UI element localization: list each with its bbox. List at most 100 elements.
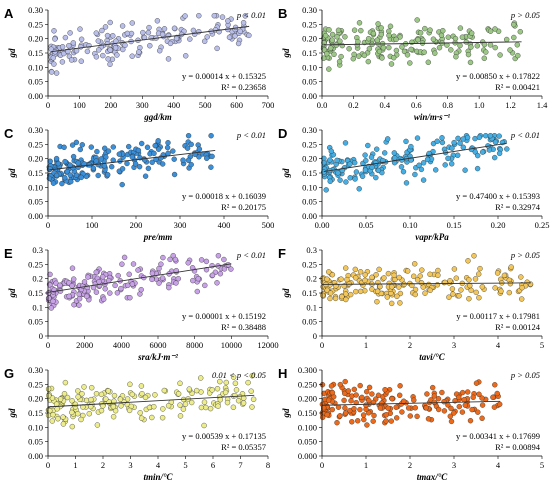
data-point: [198, 375, 204, 381]
data-point: [158, 261, 164, 267]
data-point: [326, 27, 332, 33]
y-tick-label: 0.10: [302, 182, 317, 192]
data-point: [180, 406, 187, 412]
data-point: [221, 256, 227, 263]
data-point: [378, 25, 384, 31]
data-point: [463, 39, 469, 45]
data-point: [132, 161, 139, 167]
x-tick-label: 2: [408, 460, 412, 470]
x-tick-label: 1: [364, 460, 368, 470]
data-point: [78, 174, 84, 181]
data-point: [335, 404, 342, 410]
data-point: [476, 295, 482, 301]
data-point: [57, 282, 63, 288]
data-point: [343, 296, 349, 303]
data-point: [230, 404, 237, 410]
data-point: [226, 34, 233, 40]
data-point: [50, 298, 56, 304]
data-point: [332, 295, 339, 302]
data-point: [435, 396, 442, 402]
data-point: [359, 173, 366, 179]
data-point: [507, 281, 514, 287]
y-tick-label: 0.25: [28, 379, 43, 389]
data-point: [514, 42, 520, 48]
data-point: [498, 288, 504, 294]
data-point: [476, 134, 483, 140]
data-point: [232, 380, 239, 386]
data-point: [407, 413, 413, 419]
data-point: [472, 276, 479, 282]
data-point: [93, 289, 100, 295]
data-point: [146, 24, 152, 31]
r-squared-label: R² = 0.38488: [221, 322, 266, 332]
data-point: [62, 158, 68, 165]
data-point: [391, 150, 397, 156]
data-point: [171, 156, 177, 162]
data-point: [84, 293, 90, 299]
data-point: [86, 411, 92, 417]
data-point: [64, 169, 70, 175]
data-point: [173, 35, 180, 42]
x-tick-label: 8000: [186, 340, 203, 350]
data-point: [139, 140, 145, 147]
y-tick-label: 0.15: [28, 408, 43, 418]
data-point: [60, 421, 67, 427]
data-point: [81, 161, 87, 167]
y-tick-label: 0.100: [298, 422, 317, 432]
data-point: [46, 295, 52, 301]
data-point: [59, 59, 66, 65]
p-value-label: p > 0.05: [510, 370, 540, 380]
data-point: [377, 283, 383, 290]
data-point: [145, 165, 152, 172]
data-point: [360, 412, 367, 418]
data-point: [414, 135, 421, 141]
data-point: [171, 25, 178, 31]
data-point: [320, 292, 326, 299]
data-point: [184, 145, 191, 151]
data-point: [441, 399, 447, 405]
data-point: [335, 27, 342, 33]
data-point: [361, 416, 367, 423]
data-point: [352, 176, 358, 182]
data-point: [366, 397, 372, 404]
data-point: [155, 146, 162, 152]
data-point: [504, 146, 510, 152]
data-point: [119, 261, 125, 267]
x-tick-label: 0.4: [380, 100, 391, 110]
regression-equation: y = 0.47400 x + 0.15393: [456, 191, 540, 201]
data-point: [504, 36, 510, 43]
data-point: [474, 43, 480, 49]
data-point: [101, 296, 107, 302]
data-point: [375, 392, 382, 398]
scatter-points: [48, 13, 252, 76]
data-point: [98, 391, 105, 398]
x-tick-label: 5: [540, 340, 544, 350]
data-point: [93, 30, 99, 36]
data-point: [224, 399, 231, 406]
r-squared-label: R² = 0.00894: [495, 442, 541, 452]
data-point: [171, 171, 178, 178]
data-point: [105, 56, 111, 62]
data-point: [400, 169, 407, 175]
data-point: [403, 138, 409, 145]
data-point: [188, 141, 194, 148]
data-point: [102, 286, 108, 292]
x-tick-label: 400: [167, 100, 180, 110]
data-point: [375, 21, 381, 27]
panel-b: B 0.00 0.05 0.10 0.15 0.20 0.25 0.30 0.0 0.2 0.4 0.…: [278, 5, 548, 122]
data-point: [104, 32, 111, 39]
data-point: [69, 409, 75, 416]
data-point: [414, 413, 420, 420]
data-point: [78, 36, 85, 42]
data-point: [507, 47, 513, 53]
data-point: [126, 271, 132, 277]
data-point: [424, 391, 430, 397]
data-point: [347, 175, 353, 181]
panel-letter: E: [4, 246, 13, 261]
data-point: [348, 291, 354, 298]
data-point: [350, 56, 356, 62]
r-squared-label: R² = 0.00421: [495, 82, 540, 92]
data-point: [107, 19, 113, 26]
data-point: [68, 178, 74, 185]
data-point: [237, 28, 243, 34]
